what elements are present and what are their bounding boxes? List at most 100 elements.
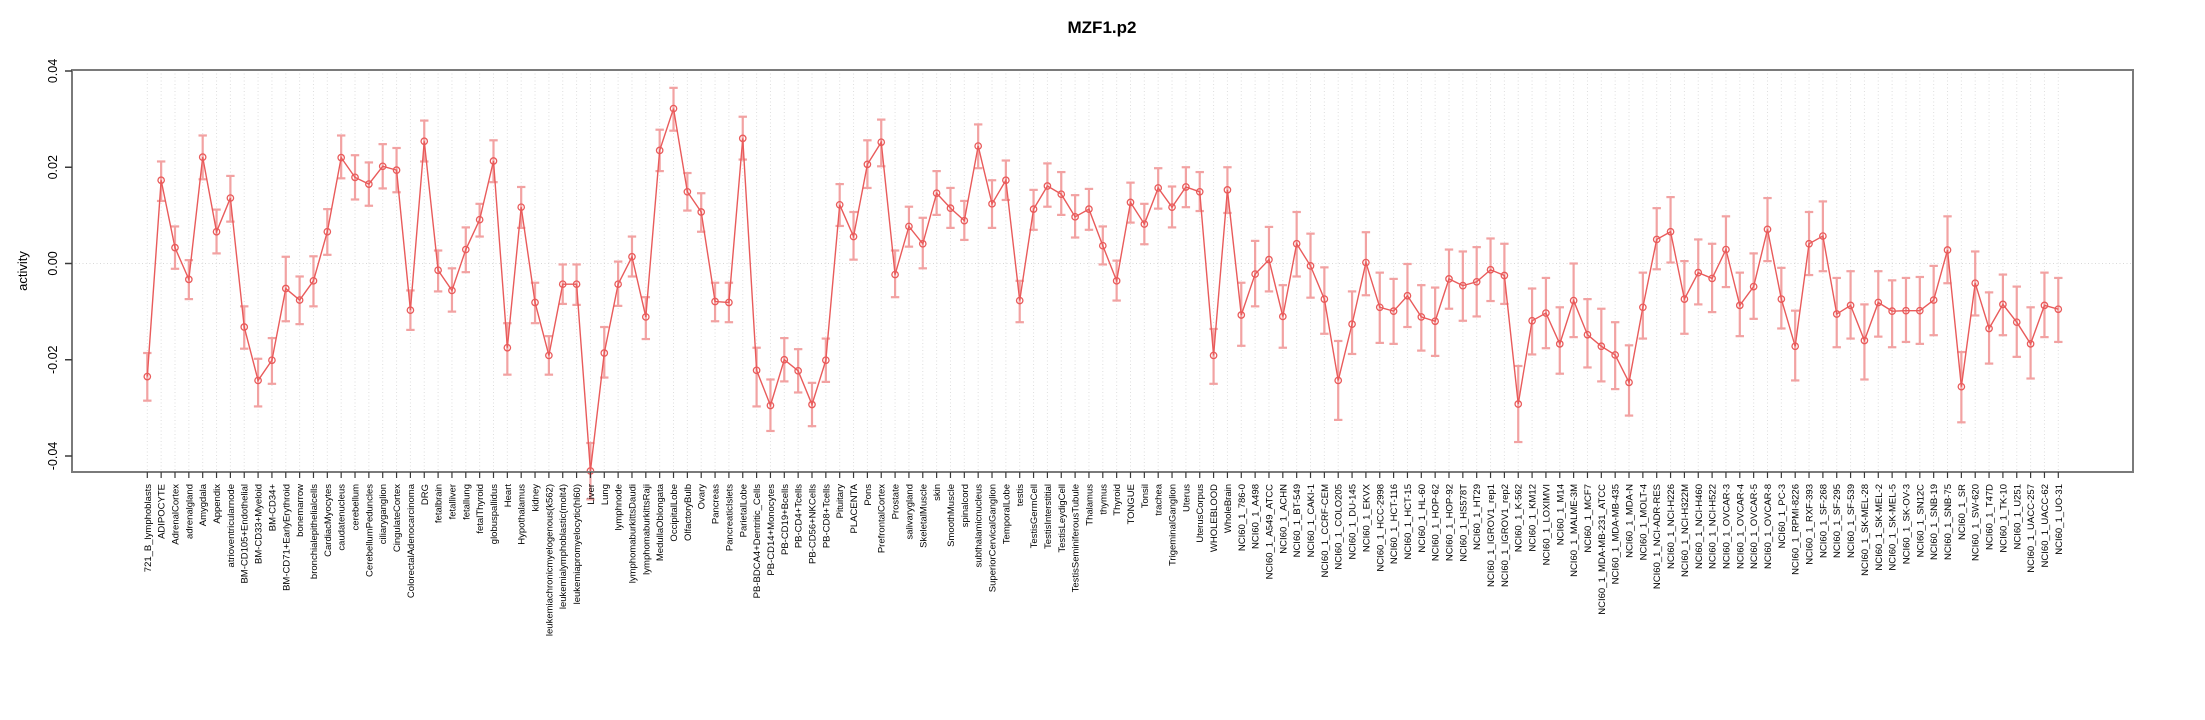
data-point-marker	[1985, 324, 1993, 333]
data-point-marker	[600, 349, 609, 357]
data-point-marker	[863, 160, 872, 169]
x-tick-label: bonemarrow	[295, 484, 306, 537]
x-tick-label: skin	[932, 484, 943, 501]
data-point-marker	[378, 162, 387, 171]
activity-series	[143, 104, 2063, 475]
x-tick-label: NCI60_1_HT29	[1472, 484, 1483, 550]
series-line	[146, 108, 2059, 472]
x-tick-label: TestisSeminiferousTubule	[1071, 484, 1082, 592]
data-point-marker	[1375, 303, 1384, 312]
x-tick-label: NCI60_1_MCF7	[1583, 484, 1594, 553]
data-point-marker	[794, 366, 802, 375]
x-tick-label: CerebellumPeduncles	[364, 484, 375, 577]
x-tick-label: NCI60_1_SW-620	[1971, 484, 1982, 561]
x-tick-label: spinalcord	[960, 484, 971, 527]
x-tick-label: PrefrontalCortex	[877, 484, 888, 553]
x-tick-label: PB-BDCA4+Dentritic_Cells	[752, 484, 763, 599]
x-tick-label: BM-CD105+Endothelial	[240, 484, 251, 584]
y-tick-label: 0.00	[46, 251, 60, 275]
data-point-marker	[1182, 183, 1190, 191]
data-point-marker	[531, 298, 539, 307]
x-tick-label: NCI60_1_U251	[2012, 484, 2023, 550]
x-tick-label: WHOLEBLOOD	[1209, 484, 1220, 552]
x-tick-label: TestisInterstitial	[1043, 484, 1054, 549]
data-point-marker	[808, 400, 816, 409]
data-point-marker	[212, 227, 221, 236]
data-point-marker	[545, 351, 553, 360]
x-tick-label: NCI60_1_SF-539	[1846, 484, 1857, 558]
data-point-marker	[1209, 351, 1218, 360]
x-tick-label: leukemiapromyelocytic(hl60)	[572, 484, 583, 604]
data-point-marker	[1237, 311, 1246, 319]
y-tick-label: 0.02	[46, 155, 60, 179]
data-point-marker	[392, 166, 401, 174]
x-tick-label: NCI60_1_UO-31	[2054, 484, 2065, 555]
data-point-marker	[1015, 296, 1024, 305]
x-tick-label: AdrenalCortex	[170, 484, 181, 545]
x-tick-label: NCI60_1_BT-549	[1292, 484, 1303, 557]
x-tick-label: NCI60_1_NCI-H226	[1666, 484, 1677, 569]
x-tick-label: WholeBrain	[1223, 484, 1234, 533]
data-point-marker	[1694, 268, 1703, 277]
data-point-marker	[614, 280, 622, 289]
x-tick-label: NCI60_1_EKVX	[1361, 483, 1372, 552]
data-point-marker	[406, 306, 415, 315]
data-point-marker	[1929, 296, 1938, 304]
x-tick-label: NCI60_1_KM12	[1528, 484, 1539, 552]
x-tick-label: NCI60_1_RXF-393	[1805, 484, 1816, 565]
x-tick-label: TONGUE	[1126, 484, 1137, 524]
data-point-marker	[1168, 203, 1176, 212]
data-point-marker	[1902, 306, 1910, 315]
data-point-marker	[752, 366, 761, 375]
data-point-marker	[1832, 310, 1841, 318]
x-tick-label: NCI60_1_K-562	[1514, 484, 1525, 552]
data-point-marker	[669, 104, 678, 113]
data-point-marker	[295, 296, 304, 304]
data-point-marker	[226, 194, 235, 202]
data-point-marker	[1943, 246, 1952, 254]
x-tick-label: NCI60_1_HCT-15	[1403, 484, 1414, 560]
data-point-marker	[1278, 312, 1287, 321]
x-tick-label: atrioventricularnode	[226, 484, 237, 567]
data-point-marker	[1043, 182, 1052, 190]
x-tick-label: NCI60_1_UACC-257	[2026, 484, 2037, 573]
data-point-marker	[1915, 306, 1924, 315]
data-point-marker	[448, 286, 456, 295]
data-point-marker	[1846, 301, 1855, 310]
data-point-marker	[461, 245, 470, 254]
data-point-marker	[1306, 262, 1315, 270]
data-point-marker	[2026, 340, 2035, 348]
x-tick-label: NCI60_1_CAKI-1	[1306, 484, 1317, 557]
data-point-marker	[309, 276, 318, 285]
x-tick-label: NCI60_1_T47D	[1985, 484, 1996, 550]
x-tick-label: Prostate	[891, 484, 902, 519]
data-point-marker	[157, 176, 165, 185]
x-tick-label: NCI60_1_HCC-2998	[1375, 484, 1386, 572]
data-point-marker	[1098, 241, 1107, 250]
data-point-marker	[960, 216, 969, 225]
data-point-marker	[738, 134, 747, 143]
axes	[65, 69, 2134, 478]
data-point-marker	[1057, 190, 1066, 199]
x-tick-label: NCI60_1_OVCAR-8	[1763, 484, 1774, 569]
data-point-marker	[711, 297, 719, 306]
x-tick-label: NCI60_1_SF-295	[1832, 484, 1843, 558]
x-tick-label: NCI60_1_SR	[1957, 484, 1968, 540]
data-point-marker	[1874, 298, 1883, 307]
x-tick-label: NCI60_1_RPMI-8226	[1791, 484, 1802, 575]
data-point-marker	[918, 239, 927, 248]
data-point-marker	[1860, 336, 1869, 345]
x-tick-label: lymphnode	[614, 484, 625, 530]
x-tick-label: SuperiorCervicalGanglion	[988, 484, 999, 592]
x-tick-label: Hypothalamus	[517, 484, 528, 545]
data-point-marker	[1472, 277, 1481, 286]
data-point-marker	[365, 180, 373, 188]
data-point-marker	[932, 189, 941, 198]
x-tick-label: NCI60_1_HOP-92	[1444, 484, 1455, 561]
data-point-marker	[351, 173, 359, 182]
x-tick-label: NCI60_1_MDA-MB-435	[1611, 484, 1622, 584]
data-point-marker	[1223, 186, 1232, 194]
x-tick-label: salivarygland	[904, 484, 915, 539]
data-point-marker	[683, 187, 692, 196]
x-tick-label: NCI60_1_SNB-75	[1943, 484, 1954, 560]
